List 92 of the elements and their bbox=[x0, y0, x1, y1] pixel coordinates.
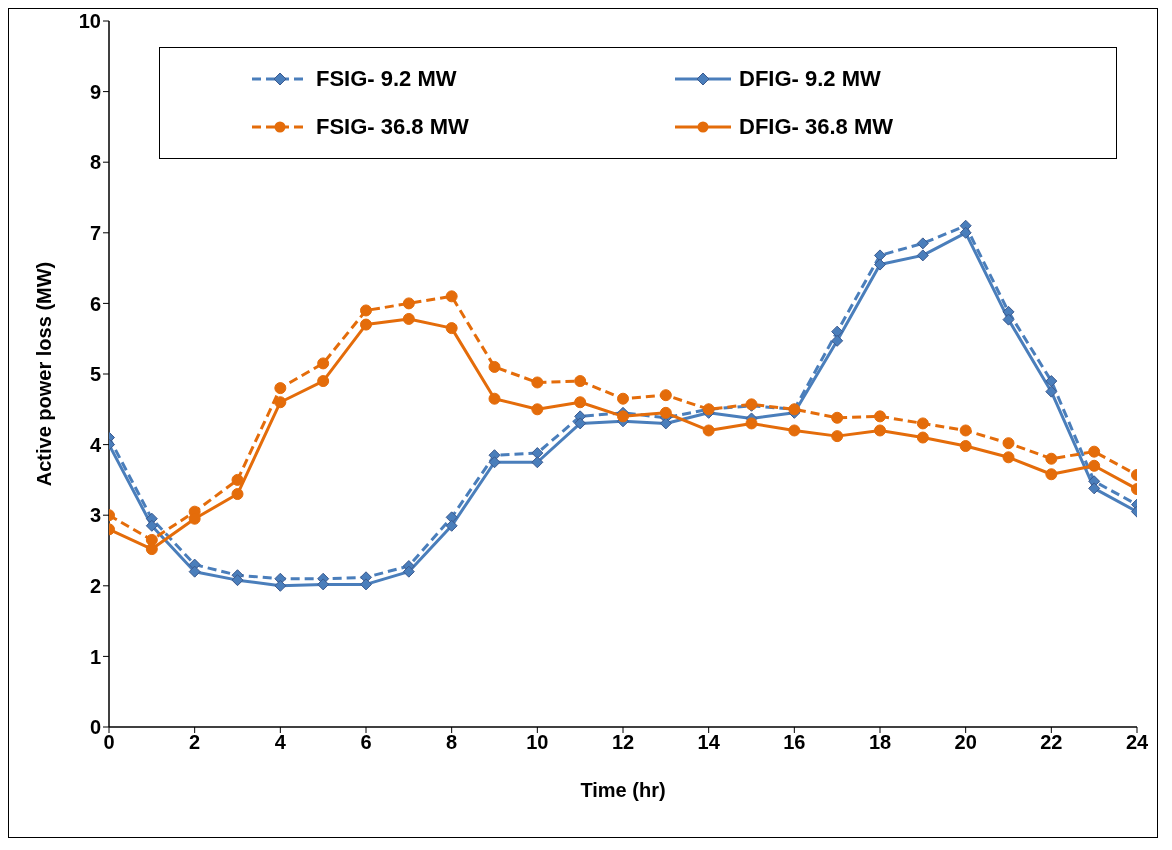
x-tick-label: 16 bbox=[783, 731, 806, 754]
point bbox=[317, 578, 330, 591]
point bbox=[1045, 385, 1058, 398]
legend-label: FSIG- 9.2 MW bbox=[316, 66, 457, 92]
point bbox=[959, 440, 972, 453]
point bbox=[188, 565, 201, 578]
y-tick-label: 2 bbox=[89, 574, 101, 597]
point bbox=[360, 578, 372, 591]
point bbox=[531, 456, 544, 469]
x-tick-label: 6 bbox=[360, 731, 372, 754]
point bbox=[959, 424, 972, 437]
point bbox=[788, 424, 801, 437]
y-tick-label: 1 bbox=[89, 645, 101, 668]
point bbox=[659, 406, 672, 419]
x-tick-label: 24 bbox=[1125, 731, 1149, 754]
point bbox=[916, 431, 929, 444]
y-tick-label: 5 bbox=[89, 363, 101, 386]
point bbox=[831, 430, 844, 443]
point bbox=[145, 543, 158, 556]
point bbox=[231, 473, 244, 486]
point bbox=[402, 297, 415, 310]
x-tick-label: 12 bbox=[611, 731, 635, 754]
y-tick-label: 6 bbox=[89, 292, 101, 315]
x-tick-label: 14 bbox=[697, 731, 721, 754]
point bbox=[274, 382, 287, 395]
point bbox=[1045, 468, 1058, 481]
y-axis-title: Active power loss (MW) bbox=[33, 261, 56, 487]
point bbox=[916, 417, 929, 430]
point bbox=[274, 396, 287, 409]
point bbox=[274, 579, 287, 592]
point bbox=[574, 375, 587, 388]
y-tick-label: 0 bbox=[89, 716, 101, 739]
y-tick-label: 9 bbox=[89, 80, 101, 103]
point bbox=[317, 375, 330, 388]
x-tick-label: 0 bbox=[103, 731, 115, 754]
y-tick-label: 3 bbox=[89, 504, 101, 527]
point bbox=[145, 519, 158, 532]
point bbox=[445, 290, 458, 303]
point bbox=[831, 411, 844, 424]
point bbox=[745, 417, 758, 430]
point bbox=[402, 312, 415, 325]
point bbox=[231, 574, 244, 587]
point bbox=[1002, 451, 1015, 464]
point bbox=[488, 392, 501, 405]
point bbox=[445, 519, 458, 532]
legend-label: DFIG- 36.8 MW bbox=[739, 114, 894, 140]
point bbox=[360, 304, 372, 317]
point bbox=[445, 322, 458, 335]
point bbox=[702, 424, 715, 437]
point bbox=[659, 417, 672, 430]
x-tick-label: 10 bbox=[526, 731, 549, 754]
point bbox=[1002, 313, 1015, 326]
point bbox=[959, 226, 972, 239]
point bbox=[488, 456, 501, 469]
point bbox=[531, 403, 544, 416]
point bbox=[874, 410, 886, 423]
point bbox=[831, 325, 844, 338]
y-tick-label: 7 bbox=[89, 221, 101, 244]
point bbox=[874, 258, 886, 271]
y-tick-label: 4 bbox=[89, 433, 102, 456]
x-axis-title: Time (hr) bbox=[580, 779, 666, 801]
point bbox=[659, 389, 672, 402]
point bbox=[231, 488, 244, 501]
point bbox=[488, 360, 501, 373]
point bbox=[617, 410, 629, 423]
point bbox=[617, 392, 629, 405]
point bbox=[531, 376, 544, 389]
point bbox=[402, 565, 415, 578]
point bbox=[1088, 482, 1101, 495]
point bbox=[574, 417, 587, 430]
x-tick-label: 4 bbox=[274, 731, 287, 754]
y-tick-label: 10 bbox=[78, 10, 101, 33]
point bbox=[1088, 459, 1101, 472]
point bbox=[1002, 437, 1015, 450]
point bbox=[1045, 375, 1058, 388]
point bbox=[1088, 445, 1101, 458]
point bbox=[360, 318, 372, 331]
point bbox=[831, 334, 844, 347]
x-tick-label: 2 bbox=[189, 731, 201, 754]
point bbox=[916, 237, 929, 250]
point bbox=[874, 424, 886, 437]
legend-label: DFIG- 9.2 MW bbox=[739, 66, 881, 92]
point bbox=[916, 249, 929, 262]
point bbox=[1045, 452, 1058, 465]
x-tick-label: 18 bbox=[868, 731, 892, 754]
legend-label: FSIG- 36.8 MW bbox=[316, 114, 469, 140]
x-tick-label: 20 bbox=[954, 731, 977, 754]
y-tick-label: 8 bbox=[89, 151, 101, 174]
point bbox=[317, 357, 330, 370]
x-tick-label: 8 bbox=[446, 731, 458, 754]
point bbox=[574, 396, 587, 409]
x-tick-label: 22 bbox=[1040, 731, 1063, 754]
